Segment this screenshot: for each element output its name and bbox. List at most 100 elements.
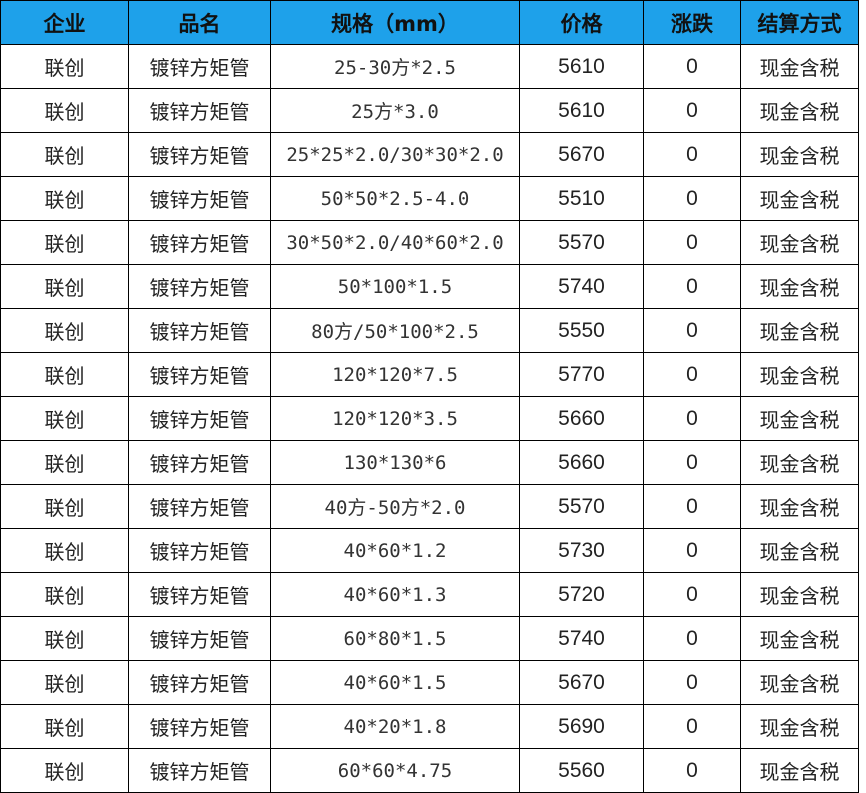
table-row: 联创 镀锌方矩管 120*120*3.5 5660 0 现金含税: [0, 396, 859, 441]
cell-change: 0: [643, 660, 741, 705]
column-header-spec: 规格（mm）: [270, 0, 520, 45]
table-row: 联创 镀锌方矩管 40*60*1.2 5730 0 现金含税: [0, 528, 859, 573]
cell-price: 5610: [519, 88, 644, 133]
cell-price: 5560: [519, 748, 644, 793]
cell-settlement: 现金含税: [740, 352, 859, 397]
cell-change: 0: [643, 748, 741, 793]
cell-settlement: 现金含税: [740, 220, 859, 265]
cell-change: 0: [643, 220, 741, 265]
cell-change: 0: [643, 132, 741, 177]
cell-settlement: 现金含税: [740, 176, 859, 221]
column-header-settlement: 结算方式: [740, 0, 859, 45]
cell-spec: 60*60*4.75: [270, 748, 520, 793]
cell-settlement: 现金含税: [740, 264, 859, 309]
cell-product: 镀锌方矩管: [128, 44, 271, 89]
cell-product: 镀锌方矩管: [128, 704, 271, 749]
cell-company: 联创: [0, 396, 129, 441]
cell-price: 5740: [519, 616, 644, 661]
cell-change: 0: [643, 572, 741, 617]
cell-price: 5690: [519, 704, 644, 749]
cell-price: 5670: [519, 132, 644, 177]
table-row: 联创 镀锌方矩管 25*25*2.0/30*30*2.0 5670 0 现金含税: [0, 132, 859, 177]
table-row: 联创 镀锌方矩管 80方/50*100*2.5 5550 0 现金含税: [0, 308, 859, 353]
cell-change: 0: [643, 440, 741, 485]
cell-company: 联创: [0, 572, 129, 617]
cell-price: 5730: [519, 528, 644, 573]
cell-product: 镀锌方矩管: [128, 352, 271, 397]
cell-price: 5740: [519, 264, 644, 309]
cell-product: 镀锌方矩管: [128, 528, 271, 573]
cell-product: 镀锌方矩管: [128, 176, 271, 221]
cell-product: 镀锌方矩管: [128, 264, 271, 309]
cell-spec: 50*50*2.5-4.0: [270, 176, 520, 221]
header-row: 企业 品名 规格（mm） 价格 涨跌 结算方式: [0, 0, 859, 45]
cell-settlement: 现金含税: [740, 308, 859, 353]
table-row: 联创 镀锌方矩管 50*100*1.5 5740 0 现金含税: [0, 264, 859, 309]
cell-change: 0: [643, 308, 741, 353]
cell-price: 5550: [519, 308, 644, 353]
cell-spec: 25*25*2.0/30*30*2.0: [270, 132, 520, 177]
cell-change: 0: [643, 176, 741, 221]
column-header-price: 价格: [519, 0, 644, 45]
cell-settlement: 现金含税: [740, 572, 859, 617]
cell-company: 联创: [0, 484, 129, 529]
cell-settlement: 现金含税: [740, 660, 859, 705]
cell-company: 联创: [0, 660, 129, 705]
cell-product: 镀锌方矩管: [128, 88, 271, 133]
cell-price: 5660: [519, 396, 644, 441]
cell-spec: 120*120*7.5: [270, 352, 520, 397]
cell-company: 联创: [0, 88, 129, 133]
column-header-product: 品名: [128, 0, 271, 45]
cell-product: 镀锌方矩管: [128, 616, 271, 661]
cell-settlement: 现金含税: [740, 748, 859, 793]
cell-change: 0: [643, 704, 741, 749]
cell-price: 5610: [519, 44, 644, 89]
cell-company: 联创: [0, 440, 129, 485]
table-row: 联创 镀锌方矩管 40*60*1.5 5670 0 现金含税: [0, 660, 859, 705]
cell-settlement: 现金含税: [740, 528, 859, 573]
cell-spec: 40*60*1.5: [270, 660, 520, 705]
cell-company: 联创: [0, 132, 129, 177]
cell-price: 5670: [519, 660, 644, 705]
cell-settlement: 现金含税: [740, 132, 859, 177]
table-row: 联创 镀锌方矩管 50*50*2.5-4.0 5510 0 现金含税: [0, 176, 859, 221]
table-row: 联创 镀锌方矩管 120*120*7.5 5770 0 现金含税: [0, 352, 859, 397]
cell-company: 联创: [0, 352, 129, 397]
cell-product: 镀锌方矩管: [128, 308, 271, 353]
cell-company: 联创: [0, 176, 129, 221]
cell-spec: 80方/50*100*2.5: [270, 308, 520, 353]
cell-price: 5570: [519, 220, 644, 265]
cell-spec: 25方*3.0: [270, 88, 520, 133]
cell-settlement: 现金含税: [740, 44, 859, 89]
table-row: 联创 镀锌方矩管 40*60*1.3 5720 0 现金含税: [0, 572, 859, 617]
table-row: 联创 镀锌方矩管 60*60*4.75 5560 0 现金含税: [0, 748, 859, 793]
cell-change: 0: [643, 396, 741, 441]
table-row: 联创 镀锌方矩管 60*80*1.5 5740 0 现金含税: [0, 616, 859, 661]
cell-company: 联创: [0, 44, 129, 89]
cell-spec: 50*100*1.5: [270, 264, 520, 309]
cell-settlement: 现金含税: [740, 440, 859, 485]
cell-change: 0: [643, 264, 741, 309]
cell-change: 0: [643, 484, 741, 529]
cell-spec: 40方-50方*2.0: [270, 484, 520, 529]
cell-company: 联创: [0, 748, 129, 793]
table-row: 联创 镀锌方矩管 40*20*1.8 5690 0 现金含税: [0, 704, 859, 749]
cell-product: 镀锌方矩管: [128, 748, 271, 793]
cell-spec: 40*60*1.2: [270, 528, 520, 573]
table-row: 联创 镀锌方矩管 30*50*2.0/40*60*2.0 5570 0 现金含税: [0, 220, 859, 265]
cell-change: 0: [643, 616, 741, 661]
cell-settlement: 现金含税: [740, 396, 859, 441]
cell-change: 0: [643, 44, 741, 89]
cell-company: 联创: [0, 704, 129, 749]
column-header-change: 涨跌: [643, 0, 741, 45]
cell-product: 镀锌方矩管: [128, 572, 271, 617]
cell-price: 5510: [519, 176, 644, 221]
table-row: 联创 镀锌方矩管 25方*3.0 5610 0 现金含税: [0, 88, 859, 133]
cell-price: 5660: [519, 440, 644, 485]
cell-product: 镀锌方矩管: [128, 440, 271, 485]
cell-product: 镀锌方矩管: [128, 660, 271, 705]
cell-settlement: 现金含税: [740, 484, 859, 529]
cell-settlement: 现金含税: [740, 88, 859, 133]
cell-change: 0: [643, 88, 741, 133]
